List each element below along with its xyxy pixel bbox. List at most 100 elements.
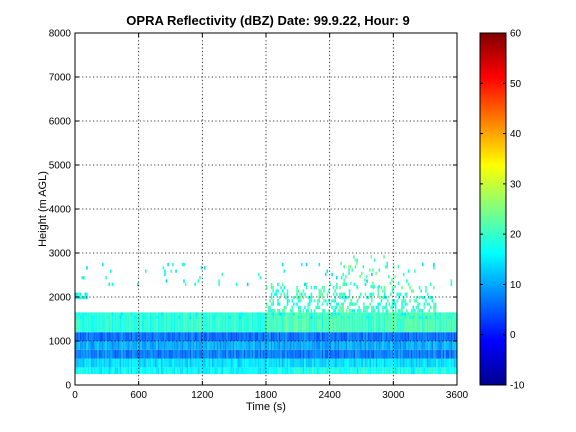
heatmap-cell-low-band [348,358,351,368]
heatmap-echo-cell [377,286,380,290]
heatmap-cell-low-band [164,358,166,368]
heatmap-cell-upper-band [186,332,189,341]
heatmap-cell-mid-band [423,341,426,350]
heatmap-cell-mid-band [116,341,118,350]
heatmap-echo-cell [275,289,278,293]
heatmap-cell-top-layer [192,312,195,333]
heatmap-echo-cell [366,312,368,316]
heatmap-cell-low-band [345,358,348,368]
heatmap-cell-low-band [299,358,302,368]
heatmap-echo-cell [162,266,165,270]
heatmap-echo-cell [343,295,346,300]
heatmap-cell-core-band [293,349,295,359]
heatmap-cell-low-band [181,358,184,368]
heatmap-cell-low-band [340,358,343,368]
heatmap-cell-low-band [145,358,147,368]
heatmap-echo-cell [409,286,411,290]
heatmap-echo-cell [370,284,373,289]
heatmap-echo-cell [386,309,389,313]
heatmap-echo-cell [391,309,394,313]
heatmap-cell-mid-band [111,341,114,350]
heatmap-cell-upper-band [218,332,220,341]
heatmap-cell-lowest-layer [388,367,391,374]
heatmap-cell-top-layer [372,312,375,333]
heatmap-echo-cell [426,302,429,306]
heatmap-echo-cell [412,289,415,293]
heatmap-cell-upper-band [195,332,198,341]
heatmap-echo-cell [366,315,368,319]
heatmap-cell-top-layer [92,312,95,333]
heatmap-cell-lowest-layer [294,367,297,374]
heatmap-echo-cell [364,309,367,313]
heatmap-cell-upper-band [189,332,192,341]
heatmap-cell-lowest-layer [308,367,311,374]
heatmap-cell-mid-band [390,341,392,350]
heatmap-cell-low-band [246,358,249,368]
heatmap-echo-cell [421,262,424,267]
heatmap-echo-cell [377,292,380,296]
heatmap-cell-top-layer [321,312,324,333]
heatmap-cell-top-layer [227,312,230,333]
heatmap-cell-mid-band [332,341,335,350]
heatmap-cell-top-layer [191,312,193,333]
heatmap-cell-mid-band [386,341,389,350]
heatmap-cell-lowest-layer [436,367,438,374]
heatmap-echo-cell [301,262,303,267]
heatmap-cell-lowest-layer [355,367,357,374]
heatmap-cell-low-band [248,358,251,368]
heatmap-echo-cell [359,309,362,313]
heatmap-cell-lowest-layer [410,367,413,374]
heatmap-cell-lowest-layer [86,367,88,374]
heatmap-cell-core-band [157,349,160,359]
heatmap-cell-lowest-layer [111,367,114,374]
heatmap-cell-lowest-layer [208,367,211,374]
heatmap-cell-upper-band [380,332,383,341]
heatmap-cell-upper-band [254,332,257,341]
heatmap-cell-top-layer [366,312,368,333]
heatmap-cell-mid-band [404,341,407,350]
heatmap-cell-low-band [391,358,394,368]
heatmap-cell-core-band [148,349,150,359]
heatmap-cell-core-band [437,349,440,359]
heatmap-cell-low-band [259,358,262,368]
heatmap-echo-cell [84,292,87,296]
heatmap-cell-mid-band [293,341,295,350]
heatmap-cell-core-band [272,349,274,359]
heatmap-echo-cell [415,299,418,303]
heatmap-cell-core-band [184,349,187,359]
heatmap-cell-lowest-layer [305,367,308,374]
heatmap-cell-top-layer [281,312,284,333]
heatmap-echo-cell [371,295,373,300]
heatmap-cell-core-band [81,349,83,359]
heatmap-echo-cell [415,305,418,310]
heatmap-cell-mid-band [414,341,416,350]
heatmap-cell-low-band [176,358,179,368]
heatmap-cell-low-band [297,358,300,368]
heatmap-cell-low-band [372,358,375,368]
heatmap-cell-lowest-layer [92,367,95,374]
heatmap-echo-cell [377,309,380,313]
heatmap-cell-upper-band [428,332,430,341]
heatmap-echo-cell [391,305,394,310]
heatmap-cell-low-band [184,358,187,368]
heatmap-cell-low-band [342,358,344,368]
heatmap-cell-top-layer [332,312,335,333]
heatmap-cell-low-band [140,358,142,368]
heatmap-cell-lowest-layer [251,367,254,374]
heatmap-cell-upper-band [286,332,289,341]
y-tick-label: 6000 [49,117,72,128]
heatmap-cell-upper-band [318,332,321,341]
heatmap-cell-lowest-layer [412,367,415,374]
heatmap-echo-cell [288,299,290,303]
heatmap-cell-mid-band [97,341,99,350]
heatmap-cell-upper-band [250,332,252,341]
heatmap-echo-cell [318,292,321,296]
heatmap-cell-mid-band [208,341,211,350]
heatmap-cell-core-band [208,349,211,359]
heatmap-cell-upper-band [264,332,266,341]
heatmap-cell-lowest-layer [409,367,411,374]
heatmap-echo-cell [293,302,295,306]
heatmap-echo-cell [331,315,333,319]
heatmap-cell-lowest-layer [312,367,314,374]
